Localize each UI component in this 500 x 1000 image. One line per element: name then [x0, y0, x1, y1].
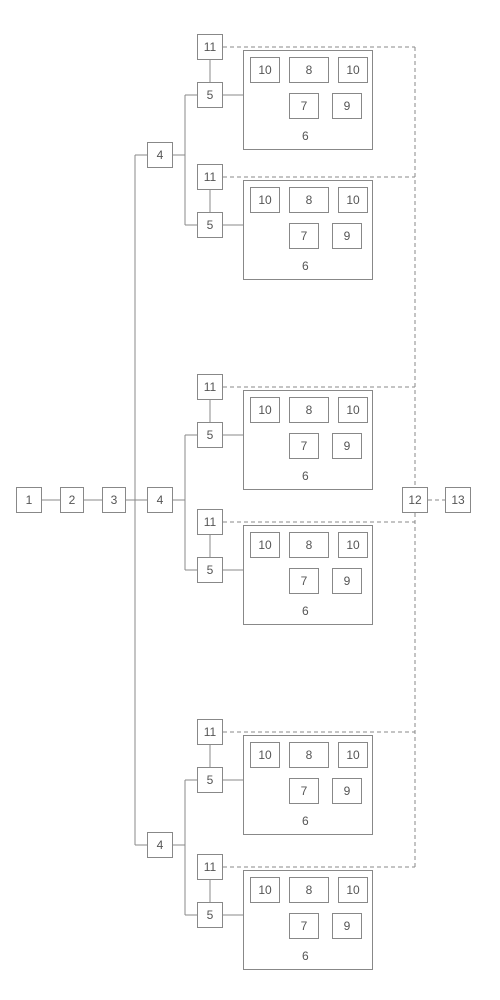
node-5: 5: [197, 767, 223, 793]
node-7: 7: [289, 778, 319, 804]
node-5: 5: [197, 902, 223, 928]
node-11: 11: [197, 374, 223, 400]
node-8: 8: [289, 532, 329, 558]
node-11: 11: [197, 509, 223, 535]
label-6: 6: [302, 949, 309, 963]
node-11: 11: [197, 34, 223, 60]
label-6: 6: [302, 814, 309, 828]
node-11: 11: [197, 854, 223, 880]
container-6: 10 8 10 7 9 6: [243, 525, 373, 625]
node-10: 10: [338, 742, 368, 768]
container-6: 10 8 10 7 9 6: [243, 735, 373, 835]
node-10: 10: [338, 877, 368, 903]
node-7: 7: [289, 568, 319, 594]
node-13: 13: [445, 487, 471, 513]
node-9: 9: [332, 93, 362, 119]
node-8: 8: [289, 57, 329, 83]
node-4: 4: [147, 487, 173, 513]
node-10: 10: [338, 397, 368, 423]
node-10: 10: [250, 532, 280, 558]
node-9: 9: [332, 568, 362, 594]
label-6: 6: [302, 469, 309, 483]
node-8: 8: [289, 397, 329, 423]
node-12: 12: [402, 487, 428, 513]
node-5: 5: [197, 212, 223, 238]
label-6: 6: [302, 259, 309, 273]
label-6: 6: [302, 604, 309, 618]
node-7: 7: [289, 913, 319, 939]
node-2: 2: [60, 487, 84, 513]
node-5: 5: [197, 422, 223, 448]
node-7: 7: [289, 223, 319, 249]
node-8: 8: [289, 187, 329, 213]
node-10: 10: [250, 397, 280, 423]
node-9: 9: [332, 433, 362, 459]
node-7: 7: [289, 433, 319, 459]
node-1: 1: [16, 487, 42, 513]
node-11: 11: [197, 164, 223, 190]
node-10: 10: [338, 532, 368, 558]
container-6: 10 8 10 7 9 6: [243, 180, 373, 280]
node-9: 9: [332, 223, 362, 249]
node-5: 5: [197, 82, 223, 108]
node-10: 10: [338, 187, 368, 213]
node-10: 10: [250, 877, 280, 903]
node-3: 3: [102, 487, 126, 513]
label-6: 6: [302, 129, 309, 143]
node-10: 10: [338, 57, 368, 83]
node-9: 9: [332, 913, 362, 939]
node-5: 5: [197, 557, 223, 583]
node-11: 11: [197, 719, 223, 745]
node-7: 7: [289, 93, 319, 119]
node-10: 10: [250, 187, 280, 213]
node-10: 10: [250, 57, 280, 83]
container-6: 10 8 10 7 9 6: [243, 50, 373, 150]
container-6: 10 8 10 7 9 6: [243, 390, 373, 490]
node-4: 4: [147, 832, 173, 858]
node-4: 4: [147, 142, 173, 168]
node-8: 8: [289, 877, 329, 903]
node-10: 10: [250, 742, 280, 768]
container-6: 10 8 10 7 9 6: [243, 870, 373, 970]
node-9: 9: [332, 778, 362, 804]
node-8: 8: [289, 742, 329, 768]
